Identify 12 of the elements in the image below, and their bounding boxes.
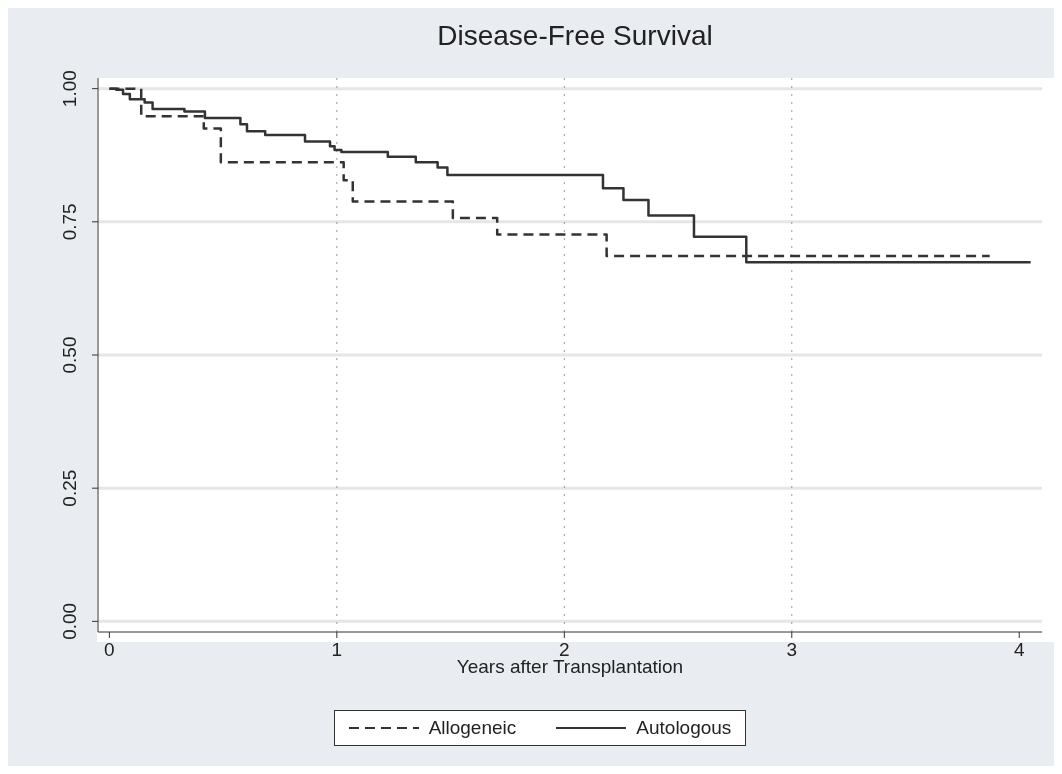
chart-title: Disease-Free Survival <box>436 20 714 52</box>
y-tick-label: 0.75 <box>59 203 80 241</box>
x-tick-label: 4 <box>1013 639 1025 660</box>
legend-label: Allogeneic <box>428 717 517 739</box>
y-tick-label: 0.00 <box>59 602 80 640</box>
y-tick-label: 0.25 <box>59 469 80 507</box>
x-tick-label: 0 <box>104 639 115 660</box>
y-tick-label: 0.50 <box>59 336 80 374</box>
x-tick-label: 1 <box>331 639 343 660</box>
x-tick-label: 3 <box>786 639 798 660</box>
legend-label: Autologous <box>636 717 732 739</box>
y-tick-label: 1.00 <box>59 70 80 108</box>
